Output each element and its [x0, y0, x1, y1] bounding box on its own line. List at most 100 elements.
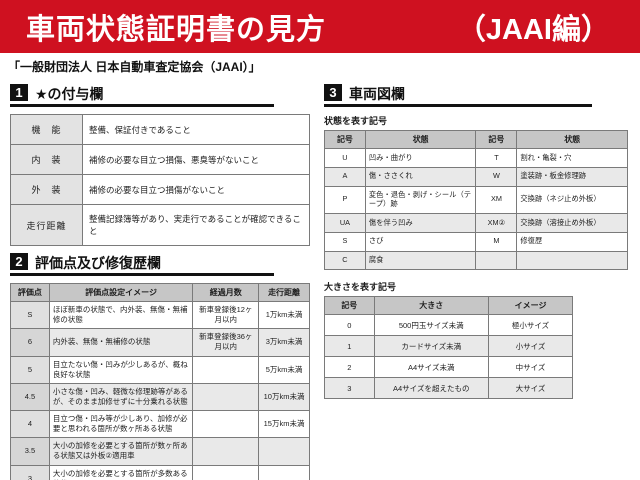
table-cell: 3 — [10, 464, 50, 480]
table-cell: 大小の加修を必要とする箇所が多数ある状態 — [48, 464, 194, 480]
table-cell: 傷を伴う凹み — [364, 213, 477, 233]
table-cell: 補修の必要な目立つ損傷がないこと — [82, 174, 310, 205]
table-cell: 新車登録後12ヶ月以内 — [192, 300, 260, 330]
table-cell: W — [475, 166, 518, 187]
table-cell: 走行距離 — [10, 204, 83, 246]
page-banner: 車両状態証明書の見方 （JAAI編） — [0, 0, 640, 53]
table-cell: カードサイズ未満 — [373, 335, 489, 358]
table-cell: 交換跡（ネジ止め外板） — [516, 185, 628, 214]
table-row: S さび M 修復歴 — [324, 231, 628, 252]
section-number-badge: 2 — [10, 253, 28, 270]
evaluation-table-head: 評価点 評価点設定イメージ 経過月数 走行距離 — [10, 283, 310, 302]
evaluation-table: 評価点 評価点設定イメージ 経過月数 走行距離 S ほぼ新車の状態で、内外装、無傷・無補… — [10, 283, 310, 480]
table-cell: 外 装 — [10, 174, 83, 205]
table-cell: 極小サイズ — [487, 314, 574, 337]
size-symbols-table: 記号 大きさ イメージ 0 500円玉サイズ未満 極小サイズ 1 カードサイズ未満 小サイズ 2… — [324, 296, 574, 400]
table-cell: 500円玉サイズ未満 — [373, 314, 489, 337]
table-cell: 小さな傷・凹み、軽微な修理跡等があるが、そのまま加修せずに十分乗れる状態 — [48, 382, 194, 412]
column-header: 走行距離 — [258, 283, 310, 302]
table-cell: 3万km未満 — [258, 328, 310, 357]
column-header: 評価点設定イメージ — [48, 283, 194, 302]
table-row: A 傷・ささくれ W 塗装跡・板金修理跡 — [324, 166, 628, 187]
table-cell: 目立たない傷・凹みが少しあるが、概ね良好な状態 — [48, 355, 194, 384]
section-evaluation-header: 2 評価点及び修復歴欄 — [10, 253, 274, 276]
table-cell: 中サイズ — [487, 356, 574, 379]
condition-symbols-table: 記号 状態 記号 状態 U 凹み・曲がり T 割れ・亀裂・穴 A 傷・ささくれ W 塗装跡・板金修理… — [324, 130, 628, 271]
column-header: 大きさ — [373, 296, 489, 316]
table-cell: XM② — [475, 213, 518, 233]
evaluation-table-body: S ほぼ新車の状態で、内外装、無傷・無補修の状態 新車登録後12ヶ月以内 1万km未満… — [10, 300, 310, 480]
table-cell: 機 能 — [10, 114, 83, 145]
content-area: 1 ★の付与欄 機 能整備、保証付きであること内 装補修の必要な目立つ損傷、悪臭… — [0, 77, 640, 480]
table-cell: 5 — [10, 355, 50, 384]
table-cell: A4サイズ未満 — [373, 356, 489, 379]
table-cell: S — [10, 300, 50, 330]
table-cell: 小サイズ — [487, 335, 574, 358]
table-cell: 割れ・亀裂・穴 — [516, 148, 628, 168]
section-evaluation-title: 評価点及び修復歴欄 — [35, 255, 161, 271]
table-row: 0 500円玉サイズ未満 極小サイズ — [324, 314, 574, 337]
left-column: 1 ★の付与欄 機 能整備、保証付きであること内 装補修の必要な目立つ損傷、悪臭… — [10, 77, 310, 480]
condition-table-body: U 凹み・曲がり T 割れ・亀裂・穴 A 傷・ささくれ W 塗装跡・板金修理跡 P 変色・退色・剥… — [324, 148, 628, 271]
table-row: UA 傷を伴う凹み XM② 交換跡（溶接止め外板） — [324, 213, 628, 233]
table-cell: 15万km未満 — [258, 409, 310, 439]
section-star-header: 1 ★の付与欄 — [10, 84, 274, 107]
condition-table-head: 記号 状態 記号 状態 — [324, 130, 628, 149]
table-cell: UA — [324, 213, 366, 233]
table-row: 走行距離 整備記録簿等があり、実走行であることが確認できること — [10, 204, 310, 246]
table-cell: 塗装跡・板金修理跡 — [516, 166, 628, 187]
table-cell — [192, 409, 260, 439]
table-cell: 凹み・曲がり — [364, 148, 477, 168]
table-row: C 腐食 — [324, 250, 628, 271]
column-header: 記号 — [324, 130, 366, 149]
table-row: U 凹み・曲がり T 割れ・亀裂・穴 — [324, 148, 628, 168]
table-row: 2 A4サイズ未満 中サイズ — [324, 356, 574, 379]
table-cell: ほぼ新車の状態で、内外装、無傷・無補修の状態 — [48, 300, 194, 330]
table-cell: 交換跡（溶接止め外板） — [516, 213, 628, 233]
table-cell: 大小の加修を必要とする箇所が数ヶ所ある状態又は外板②適用車 — [48, 437, 194, 466]
column-header: イメージ — [487, 296, 574, 316]
table-cell: 新車登録後36ヶ月以内 — [192, 328, 260, 357]
table-cell: 6 — [10, 328, 50, 357]
table-cell: XM — [475, 185, 518, 214]
table-cell: A — [324, 166, 366, 187]
table-cell: S — [324, 231, 366, 252]
column-header: 状態 — [364, 130, 477, 149]
table-cell: 0 — [324, 314, 375, 337]
table-row: 4.5 小さな傷・凹み、軽微な修理跡等があるが、そのまま加修せずに十分乗れる状態 1… — [10, 382, 310, 412]
table-cell: T — [475, 148, 518, 168]
table-cell: 1万km未満 — [258, 300, 310, 330]
table-cell: 修復歴 — [516, 231, 628, 252]
table-row: S ほぼ新車の状態で、内外装、無傷・無補修の状態 新車登録後12ヶ月以内 1万km未満 — [10, 300, 310, 330]
section-number-badge: 3 — [324, 84, 342, 101]
table-cell — [258, 437, 310, 466]
table-cell: 1 — [324, 335, 375, 358]
table-cell: 整備記録簿等があり、実走行であることが確認できること — [82, 204, 310, 246]
star-criteria-table: 機 能整備、保証付きであること内 装補修の必要な目立つ損傷、悪臭等がないこと外 … — [10, 114, 310, 246]
section-diagram-header: 3 車両図欄 — [324, 84, 592, 107]
table-cell: M — [475, 231, 518, 252]
table-cell: 3.5 — [10, 437, 50, 466]
size-table-body: 0 500円玉サイズ未満 極小サイズ 1 カードサイズ未満 小サイズ 2 A4サイズ未満 中サイ… — [324, 314, 574, 400]
table-cell: 3 — [324, 377, 375, 400]
section-diagram-title: 車両図欄 — [349, 86, 405, 102]
size-symbols-label: 大きさを表す記号 — [324, 282, 397, 293]
table-row: 3.5 大小の加修を必要とする箇所が数ヶ所ある状態又は外板②適用車 — [10, 437, 310, 466]
size-table-head: 記号 大きさ イメージ — [324, 296, 574, 316]
table-cell: P — [324, 185, 366, 214]
table-row: 3大小の加修を必要とする箇所が多数ある状態 — [10, 464, 310, 480]
condition-symbols-label: 状態を表す記号 — [324, 116, 388, 126]
table-cell: A4サイズを超えたもの — [373, 377, 489, 400]
column-header: 記号 — [324, 296, 375, 316]
table-row: 機 能整備、保証付きであること — [10, 114, 310, 145]
table-cell: 変色・退色・剥げ・シール（テープ）跡 — [364, 185, 477, 214]
star-criteria-body: 機 能整備、保証付きであること内 装補修の必要な目立つ損傷、悪臭等がないこと外 … — [10, 114, 310, 246]
table-row: 1 カードサイズ未満 小サイズ — [324, 335, 574, 358]
table-row: 内 装補修の必要な目立つ損傷、悪臭等がないこと — [10, 144, 310, 175]
table-cell: 腐食 — [364, 250, 477, 271]
organization-line: 「一般財団法人 日本自動車査定協会（JAAI）」 — [8, 60, 261, 74]
table-cell: さび — [364, 231, 477, 252]
page-title-edition: （JAAI編） — [456, 13, 610, 46]
section-number-badge: 1 — [10, 84, 28, 101]
table-cell — [516, 250, 628, 271]
